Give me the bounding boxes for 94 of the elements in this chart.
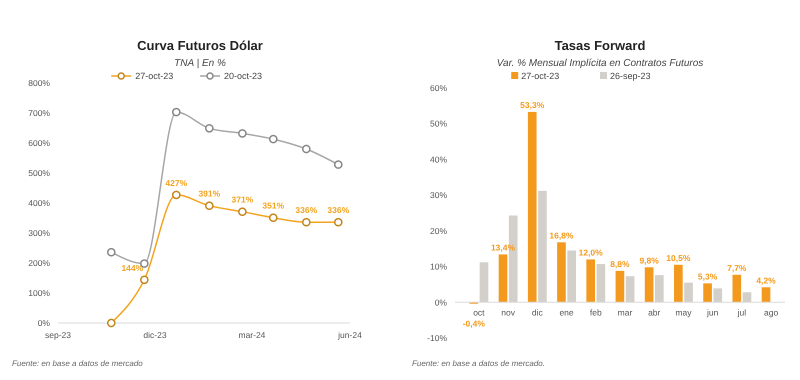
x-tick-label: ago <box>764 307 778 318</box>
chart-title: Tasas Forward <box>554 38 646 53</box>
data-label: 8,8% <box>610 258 630 269</box>
x-tick-label: jun <box>706 307 719 318</box>
legend-label: 27-oct-23 <box>521 71 560 82</box>
data-label: 427% <box>165 178 188 188</box>
source-note: Fuente: en base a datos de mercado <box>12 359 144 368</box>
x-tick-label: mar-24 <box>238 330 266 340</box>
x-tick-label: oct <box>473 307 486 318</box>
chart-subtitle: TNA | En % <box>174 58 226 69</box>
source-note: Fuente: en base a datos de mercado. <box>412 359 545 368</box>
bar <box>713 288 722 302</box>
point <box>205 201 214 210</box>
x-tick-label: jul <box>736 307 746 318</box>
bar <box>742 292 752 302</box>
data-label: 144% <box>121 262 144 273</box>
point <box>172 108 181 116</box>
data-label: 391% <box>198 188 221 199</box>
x-tick-label: sep-23 <box>45 330 72 340</box>
point <box>302 144 311 154</box>
bar <box>557 242 566 302</box>
y-tick-label: 400% <box>28 198 50 208</box>
point <box>106 318 116 328</box>
data-label: 371% <box>231 194 254 205</box>
point <box>205 124 214 133</box>
bar <box>684 282 693 302</box>
y-tick-label: 0% <box>38 318 50 328</box>
x-tick-label: dic <box>532 307 544 318</box>
chart-subtitle: Var. % Mensual Implícita en Contratos Futuros <box>496 58 704 69</box>
x-tick-label: may <box>675 307 692 318</box>
point <box>238 129 247 138</box>
bar <box>567 250 576 302</box>
point <box>334 160 343 169</box>
data-label: 9,8% <box>639 255 660 266</box>
legend-label: 20-oct-23 <box>224 71 262 82</box>
x-tick-label: dic-23 <box>143 330 167 340</box>
y-tick-label: 0% <box>434 297 448 308</box>
point <box>302 218 311 227</box>
x-tick-label: abr <box>648 307 661 318</box>
legend-label: 26-sep-23 <box>610 71 651 82</box>
y-tick-label: 10% <box>430 262 448 272</box>
point <box>238 207 247 216</box>
bar <box>674 264 683 302</box>
chart-title: Curva Futuros Dólar <box>137 38 263 53</box>
x-tick-label: jun-24 <box>337 330 362 340</box>
x-tick-label: mar <box>618 307 632 318</box>
data-label: 12,0% <box>578 247 604 258</box>
y-tick-label: 800% <box>28 78 50 88</box>
y-tick-label: -10% <box>427 332 448 343</box>
bar <box>703 283 712 302</box>
bar <box>586 259 596 302</box>
data-label: 336% <box>327 205 350 216</box>
y-tick-label: 20% <box>430 226 448 236</box>
point <box>140 275 149 284</box>
y-tick-label: 40% <box>430 154 448 164</box>
bar <box>644 267 654 302</box>
y-tick-label: 100% <box>28 288 50 298</box>
x-tick-label: ene <box>559 307 574 318</box>
data-label: 5,3% <box>698 271 718 282</box>
y-tick-label: 500% <box>28 168 50 178</box>
data-label: 13,4% <box>490 242 516 252</box>
x-tick-label: feb <box>590 307 602 318</box>
point <box>172 190 181 200</box>
point <box>268 134 278 144</box>
data-label: -0,4% <box>462 318 486 328</box>
y-tick-label: 50% <box>430 118 448 129</box>
y-tick-label: 600% <box>28 138 50 148</box>
y-tick-label: 700% <box>28 108 50 118</box>
data-label: 4,2% <box>756 275 776 286</box>
bar <box>480 262 488 302</box>
data-label: 7,7% <box>727 262 747 273</box>
bar <box>538 190 547 302</box>
y-tick-label: 200% <box>28 258 50 268</box>
bar <box>654 275 664 302</box>
bar <box>596 264 606 302</box>
bar <box>528 112 537 302</box>
y-tick-label: 30% <box>430 190 448 200</box>
data-label: 336% <box>295 205 318 216</box>
data-label: 53,3% <box>520 100 545 110</box>
data-label: 16,8% <box>549 230 574 240</box>
point <box>334 218 343 227</box>
x-tick-label: nov <box>501 307 516 318</box>
legend-label: 27-oct-23 <box>135 71 174 82</box>
data-label: 10,5% <box>666 252 691 263</box>
bar <box>762 287 770 302</box>
bar <box>616 270 624 302</box>
bar <box>626 276 634 302</box>
point <box>106 248 116 257</box>
point <box>268 213 278 222</box>
y-tick-label: 60% <box>430 82 448 93</box>
data-label: 351% <box>262 200 285 211</box>
bar <box>732 274 742 302</box>
y-tick-label: 300% <box>28 228 50 238</box>
bar <box>498 254 508 302</box>
